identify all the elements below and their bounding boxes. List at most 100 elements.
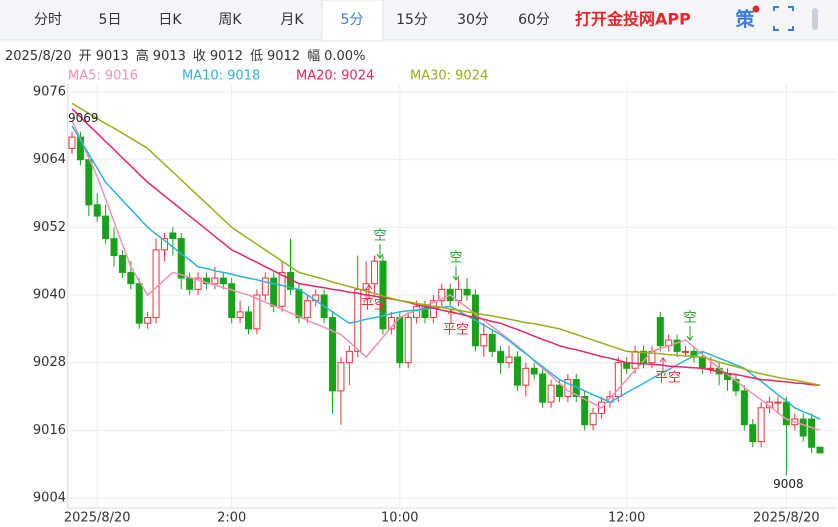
candle-body <box>497 350 505 364</box>
fullscreen-button[interactable] <box>773 6 794 31</box>
candle-body <box>177 238 185 279</box>
ma-line <box>71 108 821 386</box>
candle-body <box>253 294 261 330</box>
candle-body <box>295 288 303 319</box>
toolbar <box>0 0 838 40</box>
quote-info: 2025/8/20 开 9013 高 9013 收 9012 低 9012 幅 0.00% <box>5 48 365 64</box>
candle-body <box>757 407 765 443</box>
candle-body <box>186 277 194 290</box>
ma-line <box>71 119 821 432</box>
candle-body <box>774 401 782 404</box>
tab[interactable]: 15分 <box>396 12 428 28</box>
candle-body <box>160 238 168 251</box>
min-label: 9008 <box>773 477 804 491</box>
quote-field-label: 开 <box>79 49 92 64</box>
candle-body <box>144 317 152 324</box>
candle-body <box>782 401 790 426</box>
candle-body <box>244 311 252 330</box>
badge <box>752 5 760 13</box>
tab[interactable]: 60分 <box>518 12 550 28</box>
candle-body <box>102 215 110 240</box>
candle-body <box>438 288 446 302</box>
candle-body <box>547 384 555 403</box>
candle-body <box>135 283 143 324</box>
quote-field-label: 高 <box>136 48 149 64</box>
max-label: 9069 <box>68 111 99 125</box>
app-link[interactable]: 打开金投网APP <box>575 10 691 29</box>
signal-label: 平空 <box>443 323 469 338</box>
candle-body <box>656 317 664 347</box>
candle-body <box>278 271 286 307</box>
legend-entry: MA10: 9018 <box>182 69 260 84</box>
signal-arrow <box>452 266 460 281</box>
strategy-button[interactable]: 策 <box>735 8 755 31</box>
signal-label: 空 <box>373 229 386 244</box>
candle-body <box>530 367 538 375</box>
candle-body <box>799 418 807 437</box>
candle-body <box>68 136 76 149</box>
active-tab <box>321 0 384 42</box>
tab[interactable]: 月K <box>280 12 304 28</box>
quote-field-label: 低 <box>250 49 263 64</box>
x-tick-label: 2025/8/20 <box>753 511 820 526</box>
tab[interactable]: 周K <box>218 12 242 28</box>
candle-body <box>589 412 597 426</box>
candle-body <box>555 384 563 398</box>
quote-field-value: 9012 <box>267 49 300 64</box>
candle-body <box>522 367 530 386</box>
y-tick-label: 9040 <box>33 288 66 303</box>
candle-body <box>480 333 488 347</box>
candle-body <box>169 232 177 240</box>
candle-body <box>698 356 706 369</box>
candle-body <box>371 260 379 285</box>
ma-line <box>71 102 821 386</box>
candle-body <box>488 333 496 352</box>
legend-entry: MA20: 9024 <box>296 69 374 84</box>
signal-label: 空 <box>449 251 462 266</box>
signal-arrow <box>686 326 694 341</box>
candle-body <box>152 249 160 319</box>
signal-arrow <box>659 357 667 372</box>
candle-body <box>211 277 219 285</box>
candle-body <box>261 277 269 296</box>
x-tick-label: 12:00 <box>608 511 645 526</box>
candle-body <box>413 305 421 319</box>
candle-body <box>396 317 404 364</box>
candle-body <box>682 350 690 353</box>
tab[interactable]: 5分 <box>341 12 364 28</box>
tab[interactable]: 分时 <box>34 12 62 28</box>
candle-body <box>673 339 681 352</box>
candle-body <box>505 356 513 364</box>
quote-date: 2025/8/20 <box>5 49 72 64</box>
quote-field-value: 0.00% <box>324 49 365 64</box>
candle-body <box>463 288 471 296</box>
candle-body <box>236 311 244 319</box>
candle-body <box>631 350 639 369</box>
candle-body <box>110 238 118 257</box>
candle-body <box>93 204 101 217</box>
candle-body <box>581 396 589 426</box>
candle-body <box>337 362 345 392</box>
legend-entry: MA30: 9024 <box>410 69 488 84</box>
y-tick-label: 9028 <box>33 355 66 370</box>
x-tick-label: 2:00 <box>217 511 246 526</box>
candle-body <box>228 283 236 319</box>
candle-body <box>740 390 748 426</box>
signal-label: 平空 <box>361 298 387 313</box>
candle-body <box>749 424 757 443</box>
quote-field-label: 收 <box>193 49 206 64</box>
signal-label: 平空 <box>655 371 681 386</box>
signal-arrow <box>447 309 455 324</box>
x-tick-label: 10:00 <box>381 511 418 526</box>
candle-body <box>816 446 824 454</box>
quote-field-label: 幅 <box>307 49 320 64</box>
scroll-button[interactable] <box>812 8 818 30</box>
tab[interactable]: 日K <box>158 12 182 28</box>
candle-body <box>303 300 311 319</box>
tab[interactable]: 30分 <box>457 12 489 28</box>
y-tick-label: 9076 <box>33 85 66 100</box>
tab[interactable]: 5日 <box>99 12 122 28</box>
candle-body <box>732 379 740 392</box>
